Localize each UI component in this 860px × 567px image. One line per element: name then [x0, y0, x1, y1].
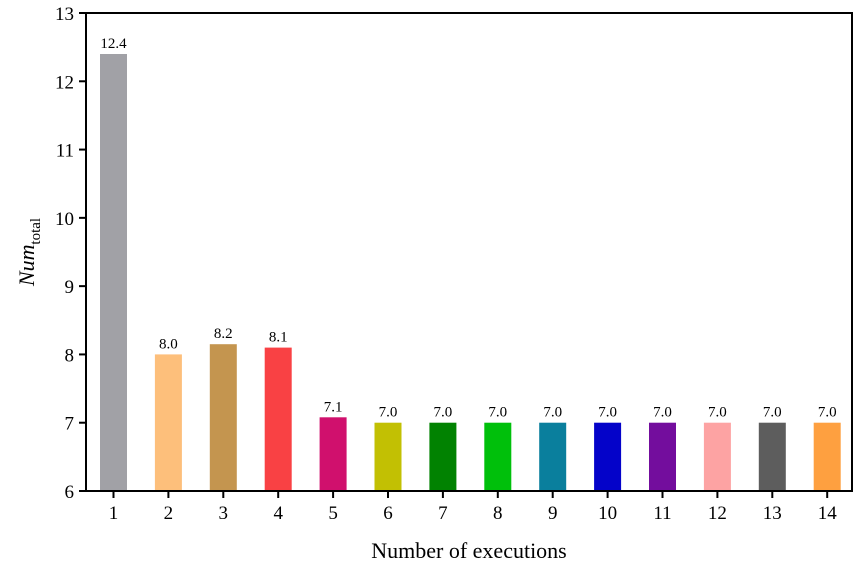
data-label-10: 7.0	[598, 405, 617, 421]
bar-4	[264, 347, 292, 491]
x-tick-label-12: 12	[708, 503, 727, 524]
data-label-5: 7.1	[324, 399, 343, 415]
x-axis: 1 2 3 4 5 6 7 8 9 10 11 12 13 14	[109, 491, 837, 524]
x-axis-label: Number of executions	[371, 538, 567, 563]
bars-layer	[100, 54, 841, 491]
y-tick-label-9: 9	[65, 277, 75, 298]
x-tick-label-3: 3	[219, 503, 229, 524]
data-label-14: 7.0	[818, 405, 837, 421]
bar-6	[374, 422, 402, 491]
y-axis-label-sub: total	[28, 218, 44, 245]
data-label-13: 7.0	[763, 405, 782, 421]
data-label-6: 7.0	[379, 405, 398, 421]
x-tick-label-2: 2	[164, 503, 174, 524]
x-tick-label-11: 11	[653, 503, 671, 524]
x-tick-label-7: 7	[438, 503, 448, 524]
data-label-9: 7.0	[543, 405, 562, 421]
bar-10	[594, 422, 622, 491]
x-tick-label-4: 4	[273, 503, 283, 524]
x-tick-label-10: 10	[598, 503, 617, 524]
data-label-2: 8.0	[159, 336, 178, 352]
y-tick-label-10: 10	[55, 209, 74, 230]
bar-3	[209, 344, 237, 491]
x-tick-label-8: 8	[493, 503, 503, 524]
data-label-4: 8.1	[269, 330, 288, 346]
y-axis-label-main: Num	[14, 245, 39, 288]
x-tick-label-1: 1	[109, 503, 119, 524]
bar-2	[154, 354, 182, 491]
bar-5	[319, 417, 347, 491]
data-label-11: 7.0	[653, 405, 672, 421]
y-axis-label: Numtotal	[14, 218, 44, 287]
bar-7	[429, 422, 457, 491]
x-tick-label-6: 6	[383, 503, 393, 524]
y-tick-label-7: 7	[65, 414, 75, 435]
plot-frame	[85, 12, 853, 492]
data-label-8: 7.0	[488, 405, 507, 421]
y-tick-label-12: 12	[55, 72, 74, 93]
bar-13	[758, 422, 786, 491]
x-tick-label-9: 9	[548, 503, 558, 524]
data-label-7: 7.0	[434, 405, 453, 421]
data-label-12: 7.0	[708, 405, 727, 421]
x-tick-label-13: 13	[763, 503, 782, 524]
bar-8	[484, 422, 512, 491]
y-axis: 6 7 8 9 10 11 12 13	[55, 4, 86, 503]
y-tick-label-6: 6	[65, 482, 75, 503]
x-tick-label-5: 5	[328, 503, 338, 524]
data-label-3: 8.2	[214, 326, 233, 342]
y-tick-label-11: 11	[56, 141, 74, 162]
data-label-1: 12.4	[100, 36, 127, 52]
y-tick-label-13: 13	[55, 4, 74, 25]
x-tick-label-14: 14	[818, 503, 838, 524]
bar-14	[813, 422, 841, 491]
y-tick-label-8: 8	[65, 345, 75, 366]
bar-11	[649, 422, 676, 491]
bar-12	[703, 422, 731, 491]
bar-1	[100, 54, 127, 491]
data-labels-layer: 12.4 8.0 8.2 8.1 7.1 7.0 7.0 7.0 7.0 7.0 7.0 7.0 7.0…	[100, 36, 836, 421]
bar-9	[539, 422, 567, 491]
